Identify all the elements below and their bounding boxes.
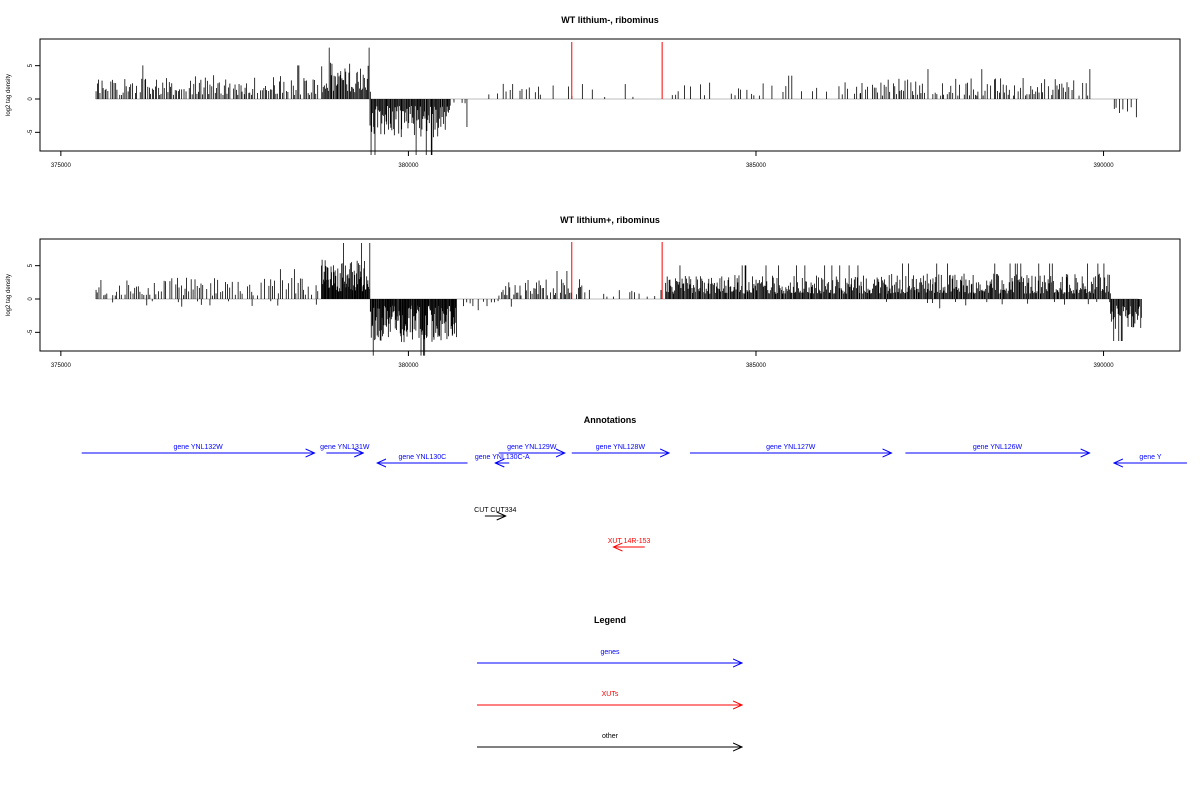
gene-label: gene Y [1139, 454, 1161, 461]
y-axis-label: log2 tag density [6, 274, 12, 316]
legend-label-xuts: XUTs [602, 691, 619, 698]
gene-label: gene YNL126W [973, 444, 1023, 451]
y-tick-label: -5 [28, 329, 34, 335]
y-tick-label: 5 [28, 63, 34, 67]
x-tick-label: 375000 [51, 163, 72, 169]
x-tick-label: 375000 [51, 363, 72, 369]
annotations-panel: Annotations gene YNL132W gene YNL131Wgene… [81, 415, 1187, 547]
gene-label: gene YNL127W [766, 444, 816, 451]
gene-label: gene YNL131W [320, 444, 370, 451]
plot-frame [39, 38, 1181, 152]
xut-feature-label: XUT 14R-153 [608, 538, 651, 545]
y-tick-label: 0 [28, 297, 34, 301]
track-panel-2: WT lithium+, ribominus log2 tag density … [6, 215, 1181, 369]
plot-frame [39, 238, 1181, 352]
bars-layer [95, 242, 1142, 356]
legend-label-genes: genes [600, 649, 620, 656]
other-feature-label: CUT CUT334 [474, 507, 516, 514]
y-axis-label: log2 tag density [6, 74, 12, 116]
axes-layer: 375000 380000 385000 390000 -5 0 5 [28, 63, 1114, 169]
axes-layer: 375000 380000 385000 390000 -5 0 5 [28, 263, 1114, 369]
x-tick-label: 380000 [398, 163, 419, 169]
x-tick-label: 380000 [398, 363, 419, 369]
panel-title: WT lithium-, ribominus [561, 15, 659, 25]
gene-label: gene YNL129W [507, 444, 557, 451]
gene-label: gene YNL130C [398, 454, 446, 461]
legend-items: genes XUTs other [477, 649, 742, 747]
annotations-title: Annotations [584, 415, 637, 425]
track-panel-1: WT lithium-, ribominus log2 tag density … [6, 15, 1181, 169]
x-tick-label: 385000 [746, 163, 767, 169]
gene-label: gene YNL132W [173, 444, 223, 451]
x-tick-label: 385000 [746, 363, 767, 369]
legend: Legend genes XUTs other [477, 615, 742, 747]
gene-label: gene YNL128W [596, 444, 646, 451]
y-tick-label: -5 [28, 129, 34, 135]
panel-title: WT lithium+, ribominus [560, 215, 660, 225]
bars-layer [95, 42, 1139, 155]
y-tick-label: 5 [28, 263, 34, 267]
gene-label: gene YNL130C-A [475, 454, 530, 461]
y-tick-label: 0 [28, 97, 34, 101]
legend-title: Legend [594, 615, 626, 625]
x-tick-label: 390000 [1094, 363, 1115, 369]
legend-label-other: other [602, 733, 619, 740]
x-tick-label: 390000 [1094, 163, 1115, 169]
annotation-features: gene YNL132W gene YNL131W gene YNL130C gene… [81, 444, 1187, 547]
